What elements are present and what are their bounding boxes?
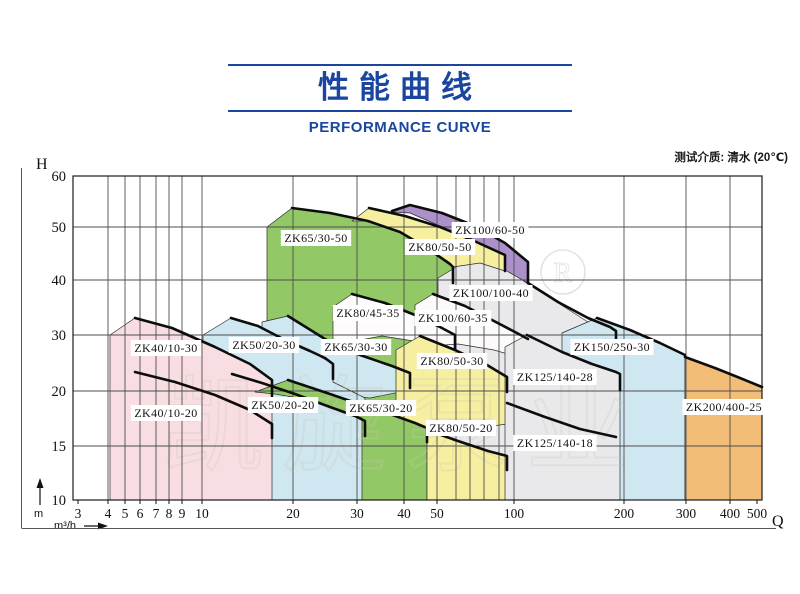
curve-zk80-50-20-head [425,428,509,472]
region-label-box-zk200-400-25 [682,399,766,415]
region-label-box-zk50-20-20 [247,397,319,413]
region-label-zk50-20-20: ZK50/20-20 [251,398,314,412]
region-label-box-zk80-50-30 [416,353,488,369]
curve-zk40-10-30-head [133,316,274,398]
region-label-zk65-30-20: ZK65/30-20 [349,401,412,415]
region-label-zk80-50-20: ZK80/50-20 [429,421,492,435]
region-label-box-zk80-50-50 [404,239,476,255]
region-label-box-zk80-50-20 [425,420,497,436]
title-block: 性能曲线 PERFORMANCE CURVE [228,64,572,136]
y-axis-symbol: H [36,156,48,173]
region-label-box-zk125-140-28 [513,369,597,385]
watermark-text: 凯旋泵业 [160,369,648,485]
curve-zk50-20-20-head [230,372,367,438]
region-label-zk100-100-40: ZK100/100-40 [453,286,529,300]
region-label-box-zk125-140-18 [513,435,597,451]
region-label-zk40-10-20: ZK40/10-20 [134,406,197,420]
title-rule-bottom [228,110,572,112]
y-axis-unit: m [34,508,43,520]
x-tick-50: 50 [430,506,444,521]
region-label-box-zk40-10-30 [130,340,202,356]
region-label-box-zk65-30-20 [345,400,417,416]
x-tick-9: 9 [179,506,186,521]
x-tick-200: 200 [614,506,635,521]
watermark-reg-letter: R [554,258,573,289]
y-tick-60: 60 [52,169,67,185]
region-label-box-zk100-100-40 [449,285,533,301]
x-tick-40: 40 [397,506,411,521]
x-tick-5: 5 [122,506,129,521]
plot-border [72,175,763,501]
region-label-zk50-20-30: ZK50/20-30 [232,338,295,352]
page-subtitle: PERFORMANCE CURVE [308,119,492,136]
x-tick-7: 7 [153,506,160,521]
region-label-zk40-10-30: ZK40/10-30 [134,341,197,355]
region-label-box-zk100-60-35 [414,310,492,326]
region-label-zk200-400-25: ZK200/400-25 [686,400,762,414]
region-label-box-zk65-30-50 [280,230,352,246]
x-tick-500: 500 [747,506,768,521]
region-label-box-zk65-30-30 [320,339,392,355]
x-tick-300: 300 [676,506,697,521]
page-title: 性能曲线 [318,70,482,105]
region-label-zk150-250-30: ZK150/250-30 [574,340,650,354]
x-tick-100: 100 [504,506,525,521]
y-tick-20: 20 [52,384,67,400]
watermark: R 凯旋泵业 [159,249,648,486]
region-label-box-zk50-20-30 [228,337,300,353]
x-axis-unit: m³/h [54,520,76,532]
y-tick-40: 40 [52,273,67,289]
curve-zk100-60-35-head [431,292,530,341]
x-axis-symbol: Q [772,513,784,530]
x-tick-30: 30 [350,506,364,521]
curve-zk40-10-20-head [133,370,274,440]
curve-zk150-250-30-head [595,316,687,357]
region-label-box-zk100-60-50 [451,222,529,238]
y-tick-50: 50 [52,220,67,236]
region-label-box-zk150-250-30 [570,339,654,355]
curve-zk100-100-40-head [526,281,618,350]
curve-zk125-140-28-head [525,333,622,392]
watermark-reg-circle [540,249,586,295]
curve-zk65-30-30-head [286,314,412,390]
x-tick-400: 400 [720,506,741,521]
x-tick-3: 3 [75,506,82,521]
title-rule-top [228,64,572,66]
y-tick-15: 15 [52,439,67,455]
region-label-zk100-60-50: ZK100/60-50 [455,223,525,237]
region-label-zk80-45-35: ZK80/45-35 [336,306,399,320]
region-label-zk65-30-50: ZK65/30-50 [284,231,347,245]
region-label-box-zk40-10-20 [130,405,202,421]
x-tick-8: 8 [166,506,173,521]
x-tick-6: 6 [137,506,144,521]
y-tick-30: 30 [52,328,67,344]
region-label-zk125-140-18: ZK125/140-18 [517,436,593,450]
region-label-zk80-50-30: ZK80/50-30 [420,354,483,368]
region-label-zk125-140-28: ZK125/140-28 [517,370,593,384]
curve-zk125-140-18-head [505,401,618,439]
region-label-zk80-50-50: ZK80/50-50 [408,240,471,254]
curve-zk200-400-25-head [683,355,764,389]
region-label-zk100-60-35: ZK100/60-35 [418,311,488,325]
y-tick-10: 10 [52,493,67,509]
y-axis-arrow-head [36,478,44,488]
region-label-zk65-30-30: ZK65/30-30 [324,340,387,354]
curve-zk50-20-30-head [229,316,335,381]
x-tick-4: 4 [105,506,112,521]
test-medium-note: 测试介质: 清水 (20℃) [674,152,788,164]
x-axis-arrow-head [98,522,108,530]
x-tick-20: 20 [286,506,300,521]
region-label-box-zk80-45-35 [332,305,404,321]
x-tick-10: 10 [195,506,209,521]
